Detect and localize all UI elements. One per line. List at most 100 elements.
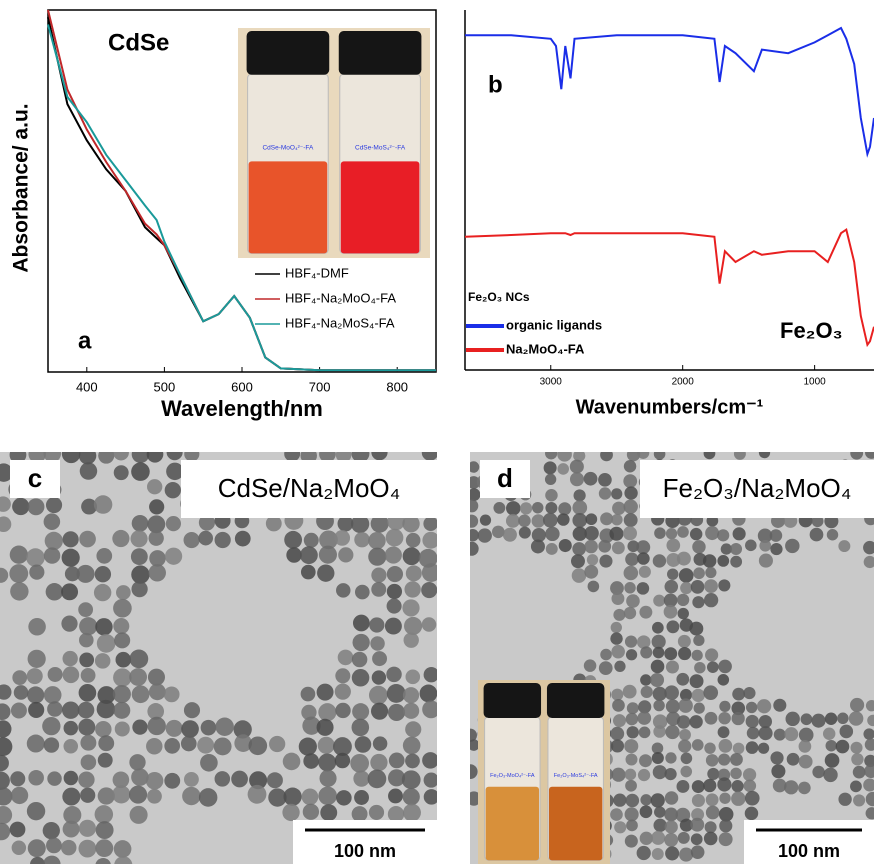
nanoparticle bbox=[79, 447, 96, 464]
nanoparticle bbox=[572, 500, 587, 515]
nanoparticle bbox=[403, 804, 421, 822]
nanoparticle bbox=[181, 736, 197, 752]
nanoparticle bbox=[705, 648, 718, 661]
nanoparticle bbox=[719, 832, 733, 846]
nanoparticle bbox=[506, 514, 520, 528]
nanoparticle bbox=[352, 669, 370, 687]
legend-label: HBF₄-Na₂MoS₄-FA bbox=[285, 315, 395, 330]
nanoparticle bbox=[95, 618, 112, 635]
sample-label: Fe₂O₃ bbox=[780, 318, 843, 343]
nanoparticle bbox=[80, 462, 97, 479]
nanoparticle bbox=[149, 499, 164, 514]
nanoparticle bbox=[389, 753, 405, 769]
nanoparticle bbox=[387, 598, 402, 613]
y-axis-title: Absorbance/ a.u. bbox=[10, 103, 33, 272]
nanoparticle bbox=[386, 529, 404, 547]
nanoparticle bbox=[319, 446, 336, 463]
nanoparticle bbox=[770, 751, 783, 764]
nanoparticle bbox=[371, 444, 387, 460]
nanoparticle bbox=[730, 543, 742, 555]
nanoparticle bbox=[838, 793, 851, 806]
nanoparticle bbox=[677, 594, 689, 606]
nanoparticle bbox=[572, 568, 587, 583]
nanoparticle bbox=[478, 528, 492, 542]
nanoparticle bbox=[248, 736, 267, 755]
nanoparticle bbox=[131, 548, 148, 565]
nanoparticle bbox=[351, 445, 369, 463]
nanoparticle bbox=[678, 647, 691, 660]
nanoparticle bbox=[94, 584, 111, 601]
nanoparticle bbox=[112, 530, 129, 547]
nanoparticle bbox=[613, 714, 626, 727]
nanoparticle bbox=[623, 685, 637, 699]
nanoparticle bbox=[850, 780, 862, 792]
vial-liquid bbox=[249, 161, 328, 253]
nanoparticle bbox=[543, 513, 558, 528]
nanoparticle bbox=[624, 582, 635, 593]
nanoparticle bbox=[719, 739, 733, 753]
nanoparticle bbox=[78, 702, 95, 719]
legend-label: HBF₄-DMF bbox=[285, 265, 349, 280]
nanoparticle bbox=[404, 617, 422, 635]
nanoparticle bbox=[98, 448, 114, 464]
nanoparticle bbox=[422, 563, 441, 582]
nanoparticle bbox=[557, 447, 572, 462]
nanoparticle bbox=[44, 547, 60, 563]
nanoparticle bbox=[678, 740, 691, 753]
nanoparticle bbox=[599, 661, 613, 675]
scale-label: 100 nm bbox=[334, 841, 396, 861]
nanoparticle bbox=[584, 526, 598, 540]
nanoparticle bbox=[825, 712, 837, 724]
nanoparticle bbox=[284, 531, 302, 549]
nanoparticle bbox=[215, 532, 231, 548]
nanoparticle bbox=[284, 446, 300, 462]
nanoparticle bbox=[624, 607, 636, 619]
nanoparticle bbox=[718, 674, 730, 686]
nanoparticle bbox=[147, 446, 164, 463]
nanoparticle bbox=[371, 703, 388, 720]
nanoparticle bbox=[611, 514, 622, 525]
nanoparticle bbox=[63, 739, 78, 754]
nanoparticle bbox=[694, 703, 705, 714]
nanoparticle bbox=[532, 502, 543, 513]
nanoparticle bbox=[45, 532, 63, 550]
vial-label: CdSe-MoS₄²⁻-FA bbox=[355, 144, 406, 151]
nanoparticle bbox=[612, 502, 625, 515]
nanoparticle bbox=[743, 779, 756, 792]
nanoparticle bbox=[652, 622, 664, 634]
nanoparticle bbox=[184, 772, 199, 787]
nanoparticle bbox=[164, 738, 180, 754]
nanoparticle bbox=[78, 602, 93, 617]
nanoparticle bbox=[267, 772, 283, 788]
nanoparticle bbox=[114, 632, 130, 648]
nanoparticle bbox=[825, 753, 840, 768]
nanoparticle bbox=[758, 743, 769, 754]
nanoparticle bbox=[148, 717, 166, 735]
nanoparticle bbox=[372, 651, 387, 666]
nanoparticle bbox=[733, 527, 746, 540]
nanoparticle bbox=[676, 673, 689, 686]
nanoparticle bbox=[717, 555, 729, 567]
nanoparticle bbox=[480, 515, 491, 526]
nanoparticle bbox=[12, 841, 26, 855]
nanoparticle bbox=[371, 568, 386, 583]
nanoparticle bbox=[335, 703, 350, 718]
nanoparticle bbox=[637, 582, 650, 595]
nanoparticle bbox=[283, 787, 301, 805]
nanoparticle bbox=[46, 583, 64, 601]
nanoparticle bbox=[719, 793, 730, 804]
nanoparticle bbox=[164, 686, 180, 702]
nanoparticle bbox=[94, 495, 113, 514]
nanoparticle bbox=[613, 794, 626, 807]
vial-liquid bbox=[486, 787, 539, 861]
nanoparticle bbox=[149, 564, 166, 581]
nanoparticle bbox=[837, 713, 848, 724]
nanoparticle bbox=[679, 848, 693, 862]
nanoparticle bbox=[336, 790, 352, 806]
nanoparticle bbox=[338, 650, 354, 666]
nanoparticle bbox=[463, 764, 478, 779]
nanoparticle bbox=[350, 754, 369, 773]
nanoparticle bbox=[166, 516, 181, 531]
nanoparticle bbox=[654, 527, 666, 539]
nanoparticle bbox=[677, 715, 690, 728]
